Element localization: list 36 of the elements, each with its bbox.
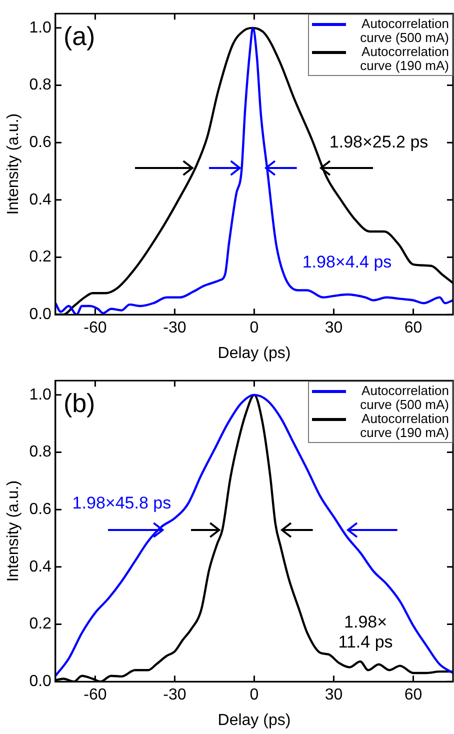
x-tick-label: -30	[163, 320, 186, 337]
x-tick-label: 30	[324, 320, 343, 337]
x-tick-label: -60	[84, 320, 107, 337]
annotation: 1.98×4.4 ps	[302, 252, 392, 272]
y-tick-label: 0.8	[29, 76, 52, 94]
y-tick-label: 0.0	[29, 306, 52, 324]
y-tick-label: 0.6	[29, 134, 52, 152]
x-tick-label: 60	[404, 320, 422, 337]
y-tick-label: 0.4	[29, 558, 52, 576]
x-tick-label: 60	[404, 686, 422, 704]
annotation: 1.98× 11.4 ps	[338, 612, 393, 652]
y-tick-label: 0.0	[29, 673, 52, 690]
x-tick-label: 0	[250, 686, 259, 704]
x-tick-label: -60	[84, 686, 107, 704]
legend-label: Autocorrelation curve (190 mA)	[359, 410, 449, 440]
y-axis-title: Intensity (a.u.)	[5, 480, 22, 582]
legend-label: Autocorrelation curve (500 mA)	[359, 16, 449, 45]
x-axis-title: Delay (ps)	[218, 712, 291, 729]
y-tick-label: 1.0	[29, 19, 52, 36]
x-axis-title: Delay (ps)	[218, 344, 291, 362]
y-tick-label: 0.6	[29, 501, 52, 518]
annotation: (a)	[63, 20, 96, 51]
x-tick-label: 30	[324, 686, 343, 704]
legend-label: Autocorrelation curve (500 mA)	[359, 382, 449, 412]
y-tick-label: 0.2	[29, 616, 52, 633]
annotation: 1.98×45.8 ps	[72, 494, 172, 513]
x-tick-label: -30	[163, 686, 186, 704]
legend-label: Autocorrelation curve (190 mA)	[359, 44, 449, 73]
annotation: 1.98×25.2 ps	[329, 132, 428, 152]
x-tick-label: 0	[250, 320, 259, 337]
y-tick-label: 1.0	[29, 386, 52, 404]
y-tick-label: 0.2	[29, 248, 52, 266]
y-tick-label: 0.4	[29, 191, 52, 208]
y-axis-title: Intensity (a.u.)	[5, 113, 22, 215]
y-tick-label: 0.8	[29, 444, 52, 461]
annotation: (b)	[63, 388, 96, 418]
